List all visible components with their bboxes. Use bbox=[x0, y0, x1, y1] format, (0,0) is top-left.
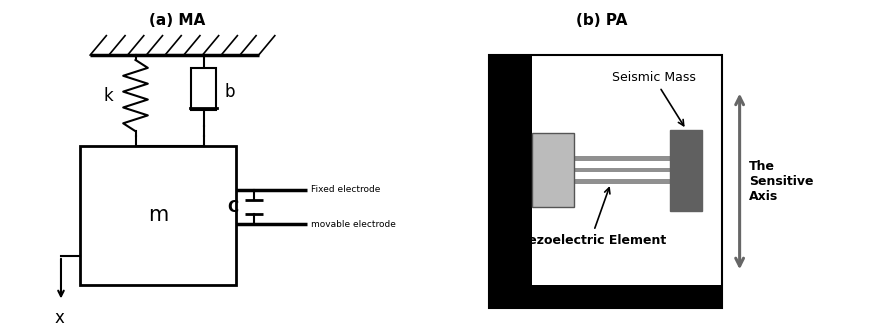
Bar bbox=[80, 146, 236, 285]
Text: The
Sensitive
Axis: The Sensitive Axis bbox=[750, 160, 814, 203]
Text: b: b bbox=[225, 83, 235, 101]
Bar bbox=[489, 55, 722, 308]
Bar bbox=[574, 156, 670, 161]
Text: Seismic Mass: Seismic Mass bbox=[611, 71, 696, 126]
Text: (b) PA: (b) PA bbox=[576, 13, 627, 28]
Text: Piezoelectric Element: Piezoelectric Element bbox=[515, 188, 666, 247]
Bar bbox=[489, 285, 722, 308]
Bar bbox=[191, 68, 216, 110]
Text: x: x bbox=[55, 309, 64, 324]
Text: k: k bbox=[103, 87, 113, 105]
Bar bbox=[670, 130, 702, 211]
Bar bbox=[489, 55, 532, 285]
Text: movable electrode: movable electrode bbox=[311, 220, 396, 229]
Text: (a) MA: (a) MA bbox=[150, 13, 206, 28]
Text: C: C bbox=[227, 200, 238, 214]
Text: m: m bbox=[148, 205, 168, 226]
Text: Fixed electrode: Fixed electrode bbox=[311, 185, 381, 194]
Bar bbox=[574, 179, 670, 184]
Bar bbox=[532, 133, 574, 207]
Bar bbox=[574, 168, 670, 172]
